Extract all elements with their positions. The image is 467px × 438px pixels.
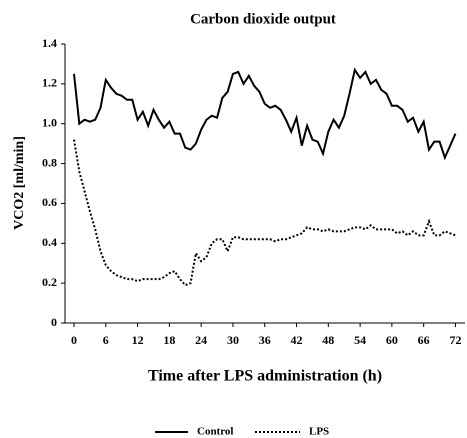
- x-tick-label: 18: [163, 333, 175, 347]
- y-tick-label: 0.2: [42, 275, 57, 289]
- x-tick-label: 0: [71, 333, 77, 347]
- x-tick-label: 54: [354, 333, 366, 347]
- x-tick-label: 24: [195, 333, 207, 347]
- y-tick-label: 1.2: [42, 76, 57, 90]
- x-tick-label: 48: [322, 333, 334, 347]
- series-line: [73, 67, 457, 161]
- x-tick-label: 72: [449, 333, 461, 347]
- x-tick-label: 42: [291, 333, 303, 347]
- x-tick-label: 60: [386, 333, 398, 347]
- x-tick-label: 30: [227, 333, 239, 347]
- x-tick-label: 6: [103, 333, 109, 347]
- x-tick-label: 12: [132, 333, 144, 347]
- y-tick-label: 0: [51, 315, 57, 329]
- x-tick-label: 36: [259, 333, 271, 347]
- y-tick-label: 1.0: [42, 115, 57, 129]
- y-tick-label: 0.6: [42, 195, 57, 209]
- y-tick-label: 0.4: [42, 235, 57, 249]
- series-line: [73, 139, 456, 287]
- y-tick-label: 0.8: [42, 155, 57, 169]
- y-tick-label: 1.4: [42, 36, 57, 50]
- chart-title: Carbon dioxide output: [190, 11, 336, 27]
- y-axis-label: VCO2 [ml/min]: [12, 136, 27, 230]
- legend-label: Control: [197, 426, 233, 438]
- x-axis-label: Time after LPS administration (h): [148, 368, 382, 385]
- legend-label: LPS: [309, 426, 329, 438]
- x-tick-label: 66: [418, 333, 430, 347]
